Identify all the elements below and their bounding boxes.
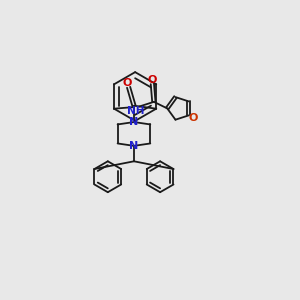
- Text: N: N: [129, 141, 139, 151]
- Text: O: O: [122, 78, 132, 88]
- Text: N: N: [129, 117, 139, 127]
- Text: NH: NH: [127, 106, 144, 116]
- Text: O: O: [188, 113, 198, 123]
- Text: O: O: [148, 75, 157, 85]
